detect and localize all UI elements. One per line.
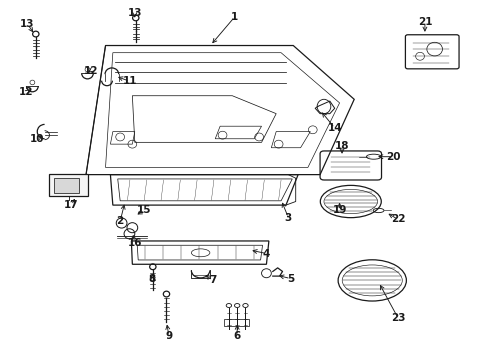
Text: 15: 15 <box>137 206 151 216</box>
Text: 10: 10 <box>30 134 44 144</box>
Text: 18: 18 <box>334 141 348 151</box>
FancyBboxPatch shape <box>54 178 79 193</box>
FancyBboxPatch shape <box>49 174 88 196</box>
Text: 7: 7 <box>209 275 216 285</box>
Text: 23: 23 <box>390 313 405 323</box>
Text: 14: 14 <box>327 123 341 133</box>
Text: 13: 13 <box>20 19 35 29</box>
Text: 13: 13 <box>127 8 142 18</box>
Text: 6: 6 <box>233 331 240 341</box>
Text: 12: 12 <box>83 66 98 76</box>
Text: 3: 3 <box>284 213 291 222</box>
Text: 12: 12 <box>19 87 34 97</box>
Text: 22: 22 <box>390 215 405 224</box>
Text: 11: 11 <box>122 76 137 86</box>
Text: 20: 20 <box>385 152 400 162</box>
Text: 2: 2 <box>116 216 123 226</box>
Text: 8: 8 <box>148 274 155 284</box>
Text: 1: 1 <box>231 12 238 22</box>
Text: 4: 4 <box>262 248 269 258</box>
Text: 19: 19 <box>332 206 346 216</box>
Text: 16: 16 <box>127 238 142 248</box>
Text: 9: 9 <box>165 331 172 341</box>
Text: 5: 5 <box>286 274 294 284</box>
Text: 17: 17 <box>64 200 79 210</box>
Text: 21: 21 <box>417 17 431 27</box>
